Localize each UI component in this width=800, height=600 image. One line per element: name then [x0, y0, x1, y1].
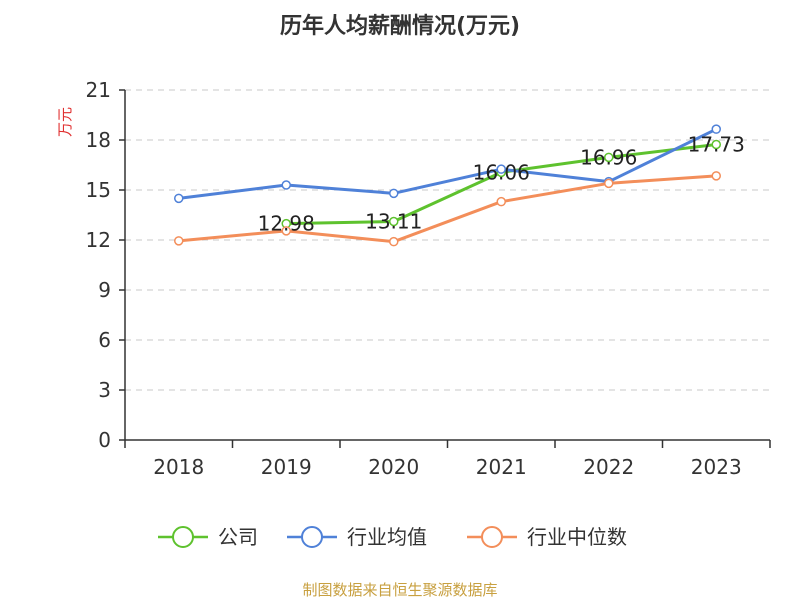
gridlines: [125, 89, 770, 391]
y-tick-label: 0: [98, 428, 111, 452]
data-label: 13.11: [365, 210, 422, 234]
legend-label: 行业中位数: [527, 525, 627, 549]
y-tick-label: 6: [98, 328, 111, 352]
data-labels: 12.98 13.11 16.06 16.96 17.73: [258, 133, 745, 236]
data-point: [711, 139, 721, 150]
y-tick-label: 3: [98, 378, 111, 402]
legend-item: 公司: [158, 525, 258, 549]
chart-title: 历年人均薪酬情况(万元): [280, 13, 520, 39]
data-label: 16.96: [580, 145, 637, 169]
x-tick-label: 2020: [368, 455, 419, 479]
data-point: [496, 196, 506, 207]
data-point: [174, 193, 184, 204]
y-tick-label: 15: [86, 178, 111, 202]
data-point: [281, 180, 291, 190]
data-point: [711, 124, 721, 134]
data-point: [711, 171, 721, 181]
y-axis-unit: 万元: [56, 107, 74, 137]
data-point: [496, 164, 506, 174]
y-tick-label: 12: [86, 228, 111, 252]
series-2: [174, 171, 721, 247]
legend-marker: [301, 526, 323, 548]
y-tick-label: 18: [86, 128, 111, 152]
legend-item: 行业中位数: [467, 525, 627, 549]
data-point: [389, 188, 399, 199]
data-point: [604, 178, 614, 189]
data-point: [604, 152, 614, 163]
series-line: [178, 174, 717, 244]
data-label: 12.98: [258, 212, 315, 236]
data-point: [281, 226, 291, 236]
x-tick-label: 2023: [691, 455, 742, 479]
x-tick-label: 2022: [583, 455, 634, 479]
legend: 公司 行业均值 行业中位数: [158, 525, 627, 549]
data-point: [389, 236, 399, 247]
data-point: [174, 236, 184, 246]
axes: 0 3 6 9 12 15 18 21 2018 2019 2020 2021 2022 2023: [86, 78, 771, 479]
data-label: 16.06: [473, 160, 530, 184]
source-note: 制图数据来自恒生聚源数据库: [302, 581, 497, 599]
x-tick-label: 2019: [261, 455, 312, 479]
series-1: [174, 124, 721, 204]
data-point: [389, 216, 399, 227]
legend-label: 行业均值: [347, 525, 427, 549]
data-label: 17.73: [688, 133, 745, 157]
series-layer: [174, 124, 721, 247]
x-tick-label: 2021: [476, 455, 527, 479]
legend-label: 公司: [218, 525, 258, 549]
series-line: [178, 127, 717, 200]
legend-marker: [172, 526, 194, 548]
legend-marker: [481, 526, 503, 548]
y-tick-label: 9: [98, 278, 111, 302]
legend-item: 行业均值: [287, 525, 427, 549]
x-tick-label: 2018: [153, 455, 204, 479]
y-tick-label: 21: [86, 78, 111, 102]
